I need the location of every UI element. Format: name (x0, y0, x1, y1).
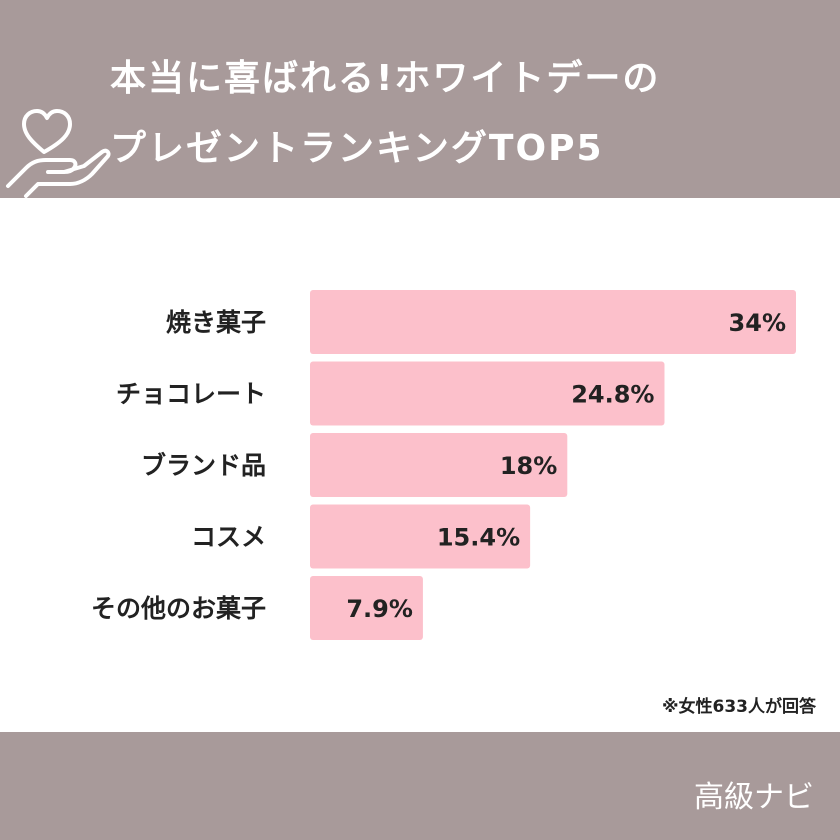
bar-2 (310, 433, 568, 497)
title-line-1: 本当に喜ばれる!ホワイトデーの (110, 58, 661, 99)
category-label-4: その他のお菓子 (91, 594, 266, 623)
bar-chart: 焼き菓子 34% チョコレート 24.8% ブランド品 18% コスメ 15.4% その他のお菓… (91, 290, 796, 640)
brand-logo: 高級ナビ (694, 780, 814, 815)
header-banner (0, 0, 840, 198)
value-label-3: 15.4% (437, 524, 520, 552)
page-title: 本当に喜ばれる!ホワイトデーの プレゼントランキングTOP5 (110, 44, 810, 184)
value-label-2: 18% (500, 452, 557, 480)
heart-in-hand-icon (6, 109, 111, 198)
footer-banner (0, 732, 840, 840)
bar-4 (310, 576, 423, 640)
value-label-4: 7.9% (346, 595, 413, 623)
value-label-1: 24.8% (571, 381, 654, 409)
category-label-3: コスメ (191, 523, 266, 552)
bar-3 (310, 504, 531, 569)
survey-note: ※女性633人が回答 (661, 697, 816, 717)
bar-1 (310, 361, 665, 426)
category-label-0: 焼き菓子 (166, 308, 266, 337)
category-label-1: チョコレート (116, 380, 266, 409)
title-line-2: プレゼントランキングTOP5 (110, 128, 604, 169)
category-label-2: ブランド品 (141, 451, 266, 480)
value-label-0: 34% (729, 309, 786, 337)
bar-0 (310, 290, 796, 354)
